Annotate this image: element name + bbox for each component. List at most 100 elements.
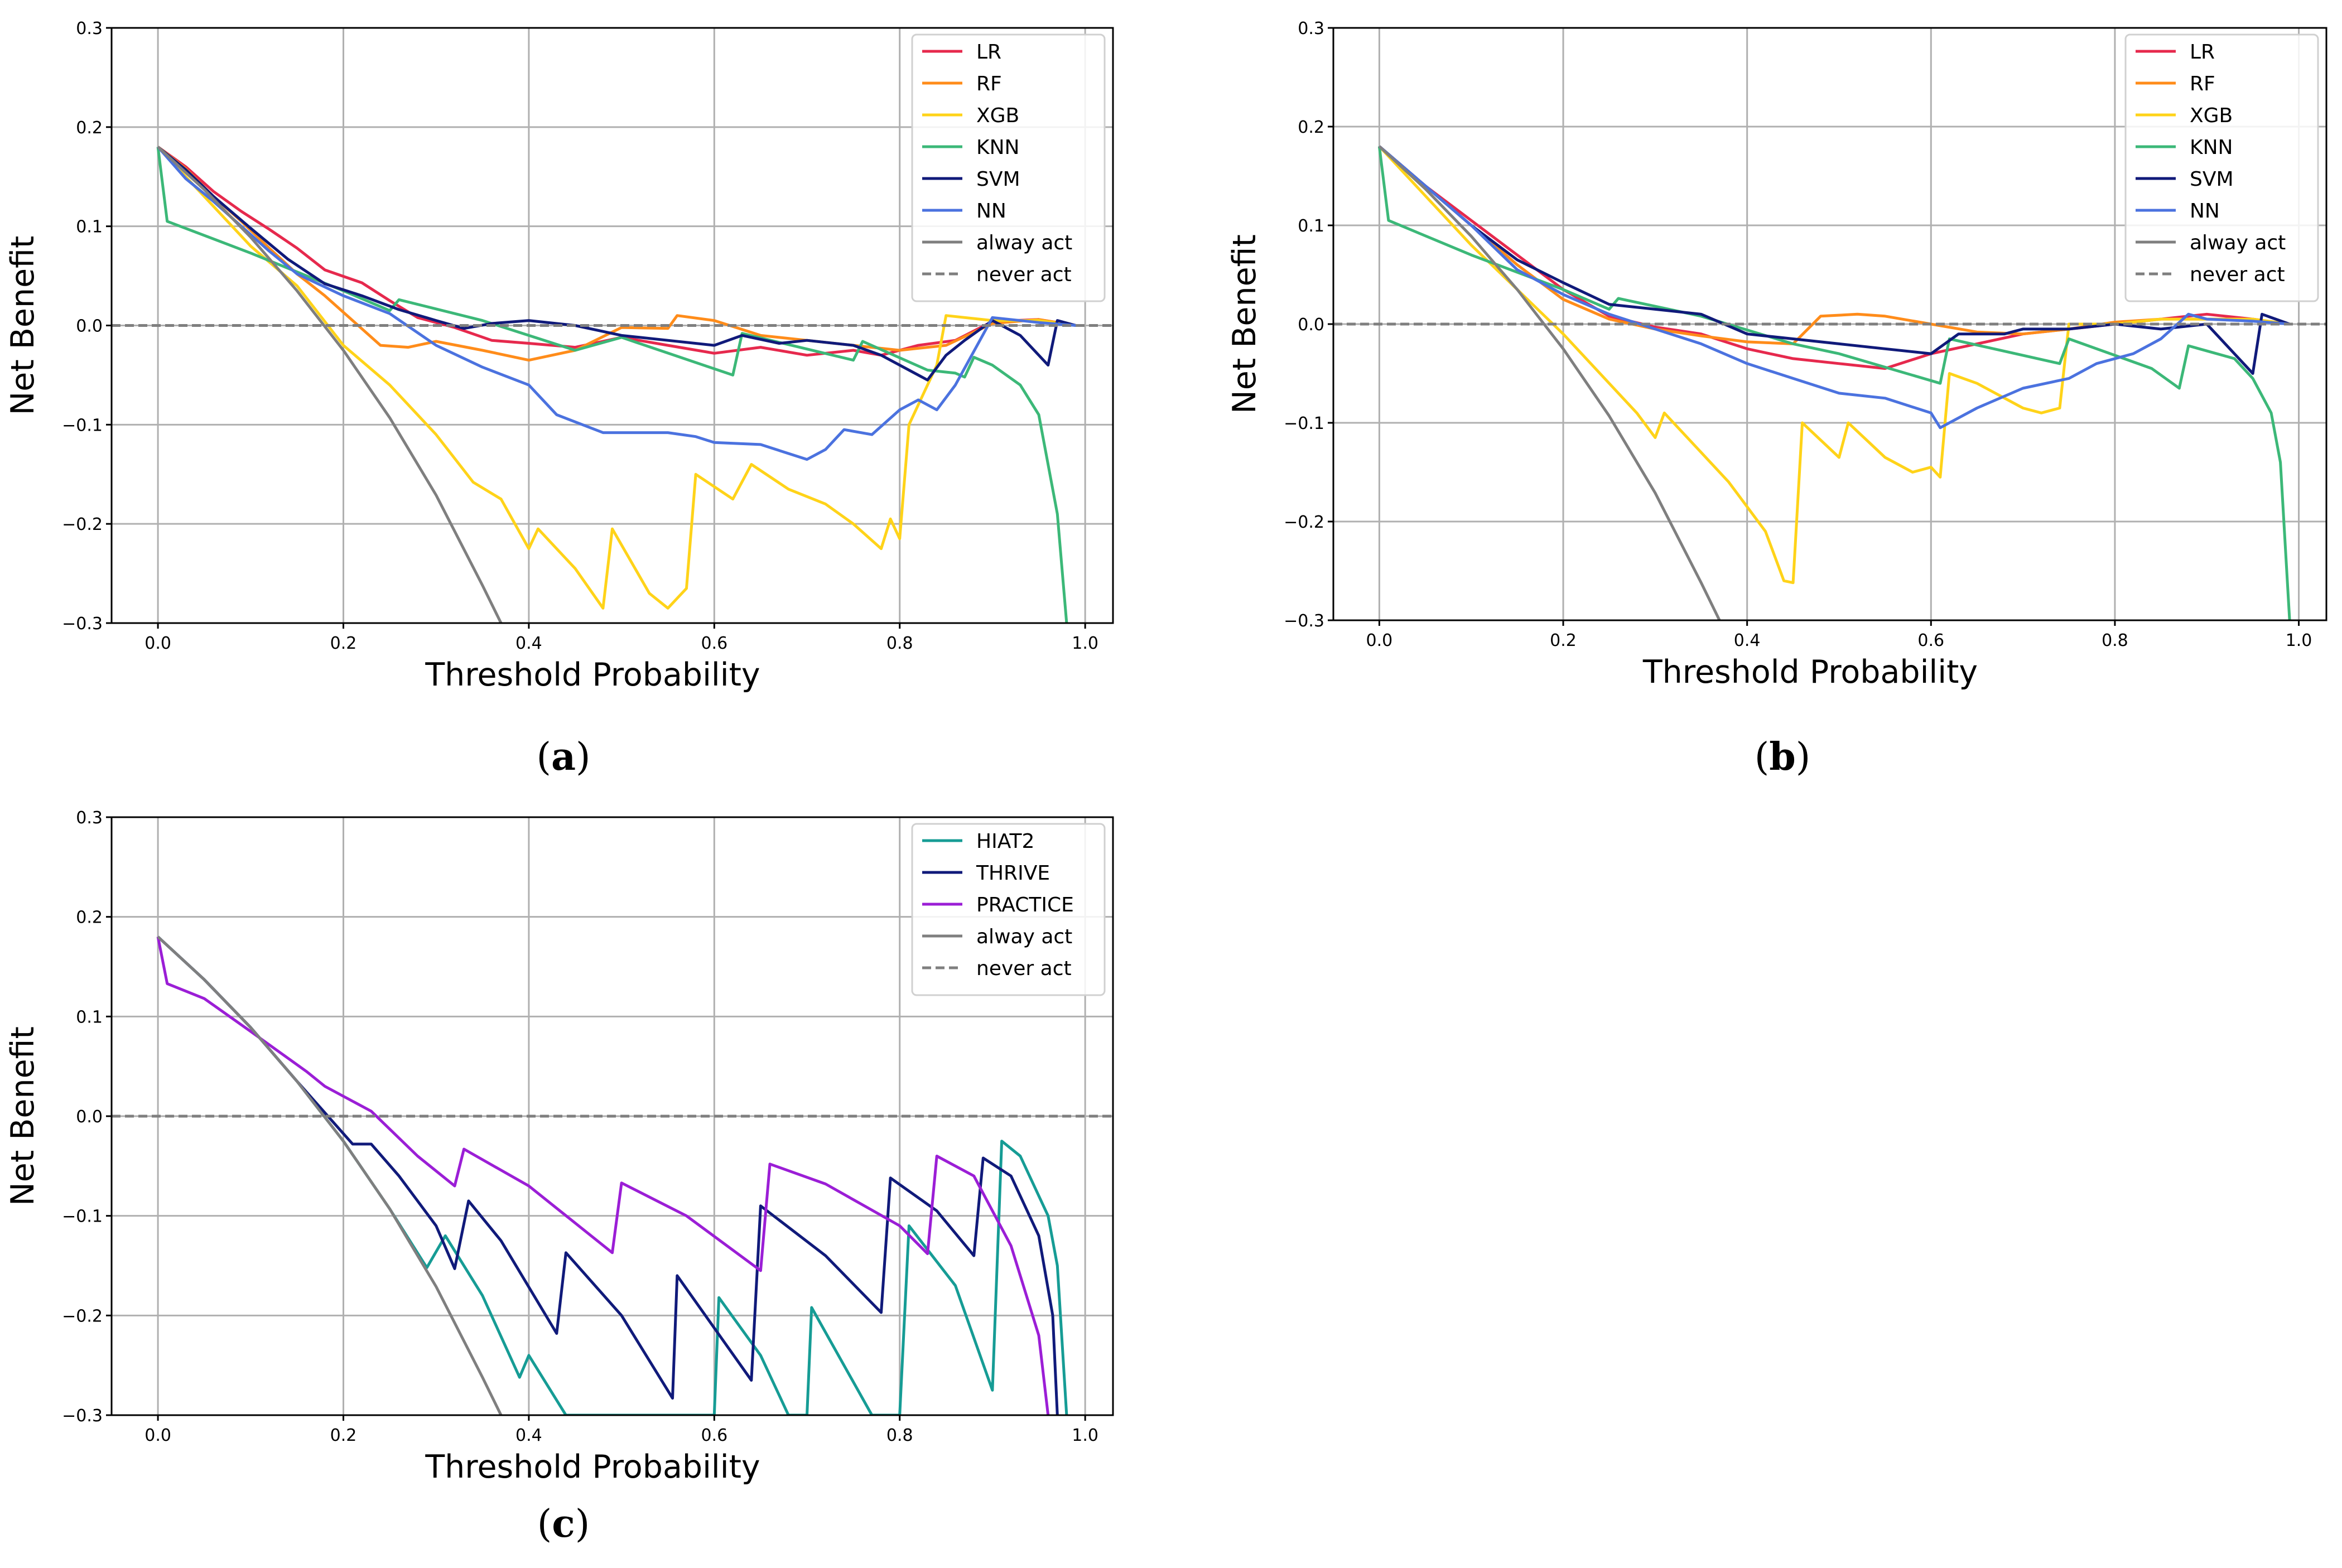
x-tick-label: 0.4 — [515, 1426, 542, 1445]
plot-frame — [110, 816, 1114, 1416]
series-line-alway-act — [1378, 145, 1721, 620]
series-line-alway-act — [157, 935, 503, 1415]
y-tick-label: −0.1 — [62, 416, 103, 435]
x-tick-label: 0.6 — [1917, 631, 1944, 650]
series-line-thrive — [157, 935, 1059, 1415]
legend-label: XGB — [2190, 104, 2233, 127]
y-tick-label: 0.3 — [76, 808, 103, 828]
legend-label: alway act — [976, 925, 1072, 948]
legend: LR RF XGB KNN SVM NN alway act never act — [2124, 33, 2319, 302]
legend-box — [2124, 33, 2319, 302]
legend-label: never act — [976, 957, 1072, 980]
series-group — [112, 146, 1113, 623]
y-tick-label: −0.1 — [1284, 414, 1324, 433]
series-line-knn — [156, 147, 1068, 623]
x-tick-label: 0.6 — [701, 1426, 727, 1445]
y-tick-label: 0.1 — [76, 218, 103, 237]
x-tick-label: 0.2 — [330, 1426, 357, 1445]
chart-panel-c: 0.0 0.2 0.4 0.6 0.8 1.0 0.3 0.2 0.1 0.0 −0.1 −0.2 −0… — [4, 808, 1114, 1546]
plot-frame — [1332, 27, 2327, 621]
series-line-lr — [157, 146, 1076, 357]
x-tick-label: 0.4 — [515, 634, 542, 653]
chart-panel-a: 0.0 0.2 0.4 0.6 0.8 1.0 0.3 0.2 0.1 0.0 −0.1 −0.2 −0… — [4, 19, 1114, 779]
series-line-svm — [157, 146, 1077, 382]
legend-label: NN — [976, 200, 1006, 223]
plot-frame — [110, 27, 1114, 624]
panel-caption: (a) — [536, 735, 590, 779]
legend-label: RF — [976, 73, 1002, 95]
legend-label: never act — [976, 263, 1072, 286]
y-tick-label: 0.3 — [76, 19, 103, 38]
series-line-xgb — [157, 146, 1076, 610]
x-tick-label: 0.2 — [1550, 631, 1577, 650]
series-line-alway-act — [157, 146, 503, 623]
legend-label: KNN — [976, 136, 1019, 159]
y-tick-label: −0.2 — [1284, 513, 1324, 532]
y-tick-label: −0.2 — [62, 515, 103, 534]
legend-label: SVM — [2190, 168, 2234, 191]
x-tick-label: 0.0 — [144, 634, 171, 653]
y-tick-label: −0.2 — [62, 1306, 103, 1326]
y-tick-label: 0.3 — [1298, 19, 1324, 38]
y-tick-label: 0.2 — [76, 118, 103, 138]
legend-label: never act — [2190, 263, 2285, 286]
legend-label: LR — [2190, 41, 2215, 64]
series-group — [1333, 145, 2326, 620]
x-tick-label: 0.0 — [1366, 631, 1393, 650]
legend-label: LR — [976, 41, 1001, 64]
y-axis-label: Net Benefit — [4, 1026, 41, 1206]
legend-label: SVM — [976, 168, 1020, 191]
legend-label: PRACTICE — [976, 894, 1074, 916]
x-tick-label: 0.8 — [2102, 631, 2128, 650]
x-axis-label: Threshold Probability — [425, 1449, 760, 1485]
series-line-hiat2 — [157, 935, 1068, 1415]
x-tick-label: 0.8 — [886, 634, 913, 653]
y-tick-label: −0.3 — [1284, 611, 1324, 631]
legend-box — [911, 823, 1106, 996]
y-tick-label: 0.2 — [76, 908, 103, 928]
series-line-rf — [157, 146, 1076, 362]
y-axis-label: Net Benefit — [1226, 234, 1263, 414]
y-tick-label: 0.2 — [1298, 118, 1324, 137]
legend: LR RF XGB KNN SVM NN alway act never act — [911, 33, 1106, 302]
series-line-svm — [1378, 145, 2290, 375]
panel-caption: (b) — [1755, 735, 1811, 779]
x-tick-label: 0.4 — [1734, 631, 1761, 650]
x-tick-label: 0.8 — [886, 1426, 913, 1445]
y-tick-label: 0.0 — [1298, 315, 1324, 335]
series-line-nn — [157, 146, 1076, 461]
y-tick-label: −0.3 — [62, 614, 103, 634]
series-line-nn — [1378, 145, 2290, 430]
series-line-xgb — [1378, 145, 2290, 585]
x-axis-label: Threshold Probability — [425, 657, 760, 693]
legend-label: alway act — [976, 231, 1072, 254]
y-axis-label: Net Benefit — [4, 236, 41, 416]
y-tick-label: −0.3 — [62, 1406, 103, 1426]
x-tick-label: 0.2 — [330, 634, 357, 653]
legend-label: THRIVE — [976, 862, 1050, 885]
x-tick-label: 0.6 — [701, 634, 727, 653]
legend-box — [911, 33, 1106, 302]
x-tick-label: 0.0 — [144, 1426, 171, 1445]
y-tick-label: 0.0 — [76, 317, 103, 336]
x-tick-label: 1.0 — [1072, 634, 1098, 653]
series-group — [112, 935, 1113, 1415]
y-tick-label: 0.1 — [1298, 216, 1324, 236]
y-tick-label: 0.0 — [76, 1107, 103, 1127]
legend-label: NN — [2190, 200, 2220, 223]
x-tick-label: 1.0 — [1072, 1426, 1098, 1445]
legend-label: alway act — [2190, 231, 2286, 254]
legend-label: RF — [2190, 73, 2215, 95]
chart-panel-b: 0.0 0.2 0.4 0.6 0.8 1.0 0.3 0.2 0.1 0.0 −0.1 −0.2 −0… — [1226, 19, 2327, 779]
y-tick-label: −0.1 — [62, 1207, 103, 1227]
series-line-practice — [156, 936, 1050, 1415]
y-tick-label: 0.1 — [76, 1007, 103, 1027]
x-tick-label: 1.0 — [2286, 631, 2312, 650]
legend-label: HIAT2 — [976, 830, 1034, 853]
panel-caption: (c) — [537, 1502, 590, 1546]
legend-label: XGB — [976, 104, 1019, 127]
legend-label: KNN — [2190, 136, 2233, 159]
x-axis-label: Threshold Probability — [1642, 654, 1978, 691]
legend: HIAT2 THRIVE PRACTICE alway act never act — [911, 823, 1106, 996]
